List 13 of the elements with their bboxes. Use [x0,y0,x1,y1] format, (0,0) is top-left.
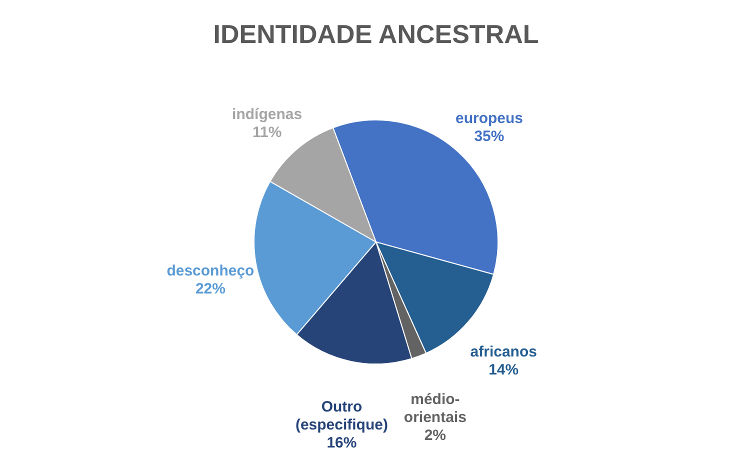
chart-title: IDENTIDADE ANCESTRAL [213,19,539,49]
data-label: 2% [424,427,446,444]
slice-label: europeus [455,110,523,127]
data-label: 11% [252,124,282,142]
data-label: 22% [195,280,226,298]
data-label: 14% [488,361,519,378]
slice-label: africanos [470,343,537,360]
slice-label: médio-orientais [404,391,466,426]
slice-label: Outro (especifique) [295,398,388,434]
slice-label: indígenas [232,106,302,124]
data-label: 35% [474,128,504,145]
data-label: 16% [326,434,357,452]
slice-label: desconheço [166,262,254,280]
